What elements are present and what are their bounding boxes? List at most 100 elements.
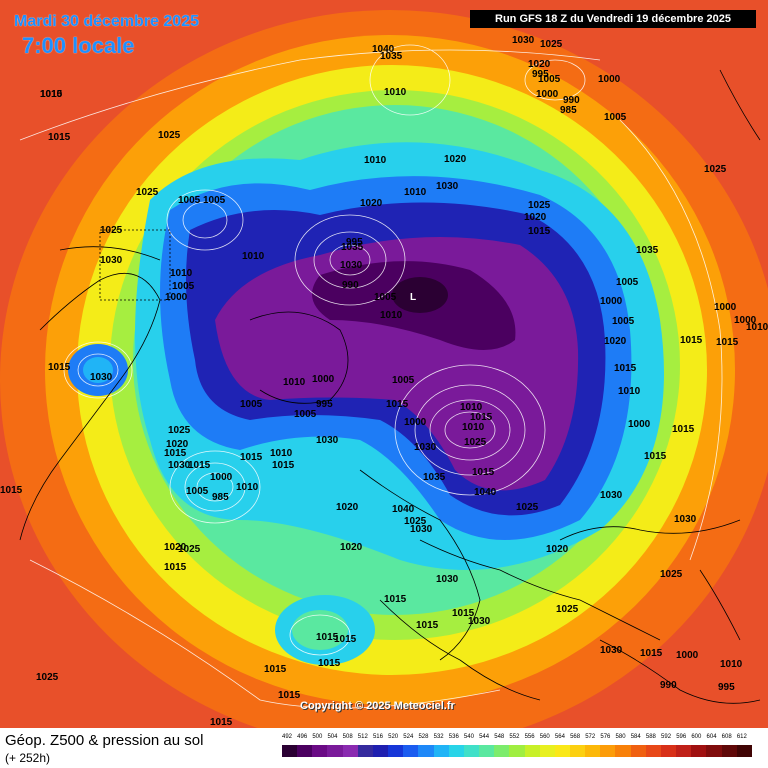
pressure-label: 1010 <box>236 482 259 493</box>
legend-value: 528 <box>418 734 429 740</box>
legend-value: 572 <box>585 734 596 740</box>
legend-swatch <box>554 745 570 757</box>
pressure-label: 1030 <box>436 181 459 192</box>
legend-value: 568 <box>570 734 581 740</box>
pressure-label: 1015 <box>716 337 739 348</box>
pressure-label: 995 <box>316 399 333 410</box>
pressure-label: 1005 <box>240 399 263 410</box>
pressure-label: 1000 <box>598 74 621 85</box>
legend-swatch <box>585 745 601 757</box>
footer-bar: Géop. Z500 & pression au sol (+ 252h) 49… <box>0 728 768 768</box>
pressure-label: 1030 <box>600 490 623 501</box>
pressure-label: 985 <box>212 492 229 503</box>
legend-value: 592 <box>661 734 672 740</box>
pressure-label: 1005 <box>203 195 226 206</box>
pressure-label: 1030 <box>100 255 123 266</box>
coastlines <box>19 69 761 704</box>
run-info-box: Run GFS 18 Z du Vendredi 19 décembre 202… <box>470 10 756 28</box>
pressure-label: 1020 <box>166 439 189 450</box>
pressure-label: 1005 <box>374 292 397 303</box>
z500-europe-trough-inner <box>292 610 348 650</box>
legend-swatch <box>297 745 313 757</box>
pressure-label: 1005 <box>186 486 209 497</box>
pressure-label: 1010 <box>170 268 193 279</box>
legend-value: 580 <box>615 734 626 740</box>
pressure-label: 1000 <box>165 292 188 303</box>
legend-swatch <box>706 745 722 757</box>
legend-swatch <box>372 745 389 757</box>
pressure-label: 1015 <box>240 452 263 463</box>
pressure-label: 1015 <box>614 363 637 374</box>
pressure-label: 1015 <box>416 620 439 631</box>
pressure-label: 1015 <box>264 664 287 675</box>
pressure-label: 1005 <box>392 375 415 386</box>
pressure-label: 1015 <box>452 608 475 619</box>
pressure-label: 1015 <box>334 634 357 645</box>
pressure-label: 1025 <box>100 225 123 236</box>
pressure-label: 1020 <box>340 542 363 553</box>
lead-time: (+ 252h) <box>5 751 51 765</box>
pressure-label: 1010 <box>270 448 293 459</box>
pressure-label: 1030 <box>436 574 459 585</box>
pressure-label: 1040 <box>474 487 497 498</box>
legend-swatch <box>721 745 737 757</box>
pressure-label: 1020 <box>164 542 187 553</box>
legend-swatch <box>645 745 661 757</box>
pressure-label: 1015 <box>640 648 663 659</box>
pressure-label: 1030 <box>468 616 491 627</box>
legend-value: 532 <box>433 734 444 740</box>
pressure-label: 1030 <box>414 442 437 453</box>
pressure-label: 985 <box>560 105 577 116</box>
pressure-label: 1015 <box>278 690 301 701</box>
pressure-label: 1020 <box>336 502 359 513</box>
pressure-label: 1010 <box>283 377 306 388</box>
pressure-label: 1005 <box>612 316 635 327</box>
pressure-label: 1015 <box>48 362 71 373</box>
legend-value: 536 <box>448 734 459 740</box>
pressure-label: 990 <box>660 680 677 691</box>
legend-value: 512 <box>357 734 368 740</box>
legend-swatch <box>630 745 646 757</box>
pressure-label: 995 <box>718 682 735 693</box>
low-marker: L <box>410 292 416 303</box>
pressure-label: 1035 <box>341 242 364 253</box>
pressure-label: 1010 <box>384 87 407 98</box>
legend-swatch <box>660 745 677 757</box>
legend-swatch <box>569 745 586 757</box>
pressure-label: 1015 <box>210 717 233 728</box>
pressure-label: 1010 <box>40 89 63 100</box>
pressure-label: 1015 <box>0 485 23 496</box>
pressure-label: 1025 <box>516 502 539 513</box>
pressure-label: 1015 <box>188 460 211 471</box>
pressure-label: 1020 <box>360 198 383 209</box>
z500-core-low <box>392 277 448 313</box>
z500-pacific-low-inner <box>83 357 113 383</box>
pressure-label: 1000 <box>536 89 559 100</box>
pressure-label: 1025 <box>540 39 563 50</box>
pressure-label: 1020 <box>524 212 547 223</box>
pressure-label: 1030 <box>674 514 697 525</box>
pressure-label: 1000 <box>676 650 699 661</box>
pressure-label: 1030 <box>410 524 433 535</box>
forecast-date-title: Mardi 30 décembre 2025 <box>14 13 199 30</box>
pressure-label: 1000 <box>628 419 651 430</box>
pressure-label: 1015 <box>644 451 667 462</box>
legend-value: 508 <box>342 734 353 740</box>
pressure-label: 1000 <box>210 472 233 483</box>
pressure-label: 995 <box>532 69 549 80</box>
legend-swatch <box>676 745 692 757</box>
pressure-label: 1005 <box>538 74 561 85</box>
pressure-label: 1030 <box>512 35 535 46</box>
product-title: Géop. Z500 & pression au sol <box>5 732 204 749</box>
legend-swatch <box>327 745 343 757</box>
pressure-label: 1000 <box>734 315 757 326</box>
legend-value: 500 <box>312 734 323 740</box>
pressure-label: 1015 <box>164 562 187 573</box>
pressure-label: 1010 <box>404 187 427 198</box>
legend-value: 604 <box>706 734 717 740</box>
legend-value: 496 <box>297 734 308 740</box>
pressure-label: 1025 <box>464 437 487 448</box>
legend-swatch <box>736 745 752 757</box>
pressure-label: 990 <box>563 95 580 106</box>
legend-value: 504 <box>327 734 338 740</box>
